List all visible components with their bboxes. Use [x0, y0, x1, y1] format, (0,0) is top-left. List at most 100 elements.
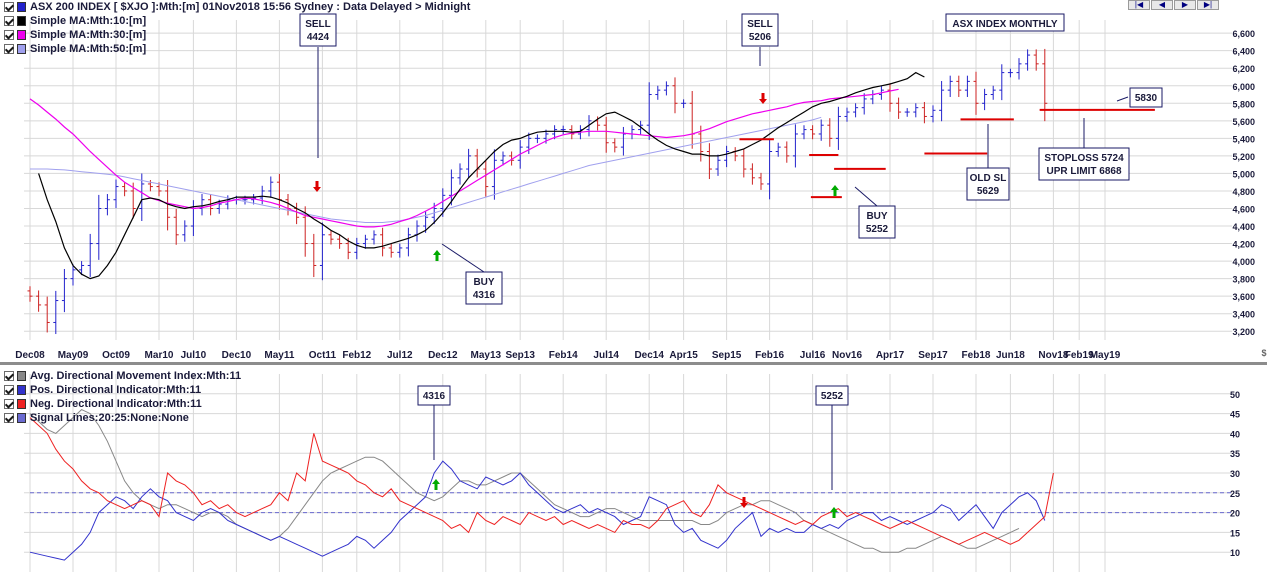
legend-checkbox[interactable]	[4, 399, 14, 409]
ohlc-bar	[775, 142, 781, 157]
chart-title: ASX INDEX MONTHLY	[945, 13, 1065, 32]
ohlc-bar	[87, 233, 93, 278]
callout-text: SELL	[747, 19, 773, 30]
ohlc-bar	[741, 148, 747, 178]
legend-checkbox[interactable]	[4, 2, 14, 12]
sell-callout-4424: SELL 4424	[299, 13, 337, 158]
callout-box	[1038, 147, 1130, 181]
x-tick-label: Sep15	[712, 350, 742, 361]
price-y-tick-label: 6,200	[1232, 64, 1255, 74]
ohlc-bar	[646, 82, 652, 140]
ohlc-bar	[603, 116, 609, 153]
indicator-y-tick-label: 35	[1230, 449, 1240, 459]
x-tick-label: Jul14	[593, 350, 619, 361]
ma30-series-line	[29, 88, 899, 228]
legend-ma50[interactable]: Simple MA:Mth:50:[m]	[4, 42, 470, 56]
legend-checkbox[interactable]	[4, 16, 14, 26]
legend-checkbox[interactable]	[4, 385, 14, 395]
callout-box	[1129, 87, 1163, 108]
prev-page-button[interactable]: ◀	[1151, 0, 1173, 10]
x-tick-label: Feb14	[549, 350, 578, 361]
price-y-tick-label: 5,200	[1232, 152, 1255, 162]
x-tick-label: Nov16	[832, 350, 862, 361]
next-page-button[interactable]: ▶	[1174, 0, 1196, 10]
legend-checkbox[interactable]	[4, 30, 14, 40]
ohlc-bar	[61, 268, 67, 313]
ohlc-bar	[1016, 58, 1022, 80]
ohlc-bar	[921, 101, 927, 124]
sell-arrow-down-icon	[313, 181, 321, 192]
callout-text: OLD SL	[970, 173, 1007, 184]
ohlc-bar	[956, 75, 962, 97]
legend-signal[interactable]: Signal Lines:20:25:None:None	[4, 411, 241, 425]
x-tick-label: Dec10	[222, 350, 252, 361]
legend-checkbox[interactable]	[4, 371, 14, 381]
ohlc-bar	[655, 85, 661, 100]
sell-arrow-down-icon	[740, 497, 748, 508]
ohlc-bar	[767, 138, 773, 200]
ohlc-bar	[491, 149, 497, 200]
legend-pdi[interactable]: Pos. Directional Indicator:Mth:11	[4, 383, 241, 397]
first-page-button[interactable]: |◀	[1128, 0, 1150, 10]
ohlc-bar	[732, 147, 738, 162]
x-tick-label: Jul16	[800, 350, 826, 361]
indicator-y-tick-label: 10	[1230, 548, 1240, 558]
legend-price[interactable]: ASX 200 INDEX [ $XJO ]:Mth:[m] 01Nov2018…	[4, 0, 470, 14]
last-page-button[interactable]: ▶|	[1197, 0, 1219, 10]
legend-ma30-label: Simple MA:Mth:30:[m]	[30, 29, 147, 41]
callout-box	[858, 205, 896, 239]
callout-text: 5830	[1135, 93, 1158, 104]
ohlc-bar	[758, 172, 764, 190]
x-tick-label: Jul12	[387, 350, 413, 361]
ohlc-bars	[27, 48, 1048, 335]
indicator-y-tick-label: 15	[1230, 528, 1240, 538]
ohlc-bar	[165, 180, 171, 231]
x-tick-label: Nov18	[1038, 350, 1068, 361]
ohlc-bar	[371, 230, 377, 245]
x-tick-label: Feb19	[1065, 350, 1094, 361]
ohlc-bar	[792, 124, 798, 168]
ohlc-bar	[784, 141, 790, 163]
ohlc-bar	[311, 233, 317, 278]
price-y-tick-label: 5,000	[1232, 169, 1255, 179]
ohlc-bar	[104, 194, 110, 216]
price-y-tick-label: 3,600	[1232, 292, 1255, 302]
callout-box	[966, 167, 1010, 201]
ohlc-bar	[1025, 49, 1031, 71]
x-tick-label: Sep17	[918, 350, 948, 361]
legend-pdi-label: Pos. Directional Indicator:Mth:11	[30, 384, 202, 396]
legend-ndi[interactable]: Neg. Directional Indicator:Mth:11	[4, 397, 241, 411]
ohlc-bar	[294, 202, 300, 225]
price-y-tick-label: 5,800	[1232, 99, 1255, 109]
legend-adx[interactable]: Avg. Directional Movement Index:Mth:11	[4, 369, 241, 383]
indicator-callout-4316: 4316	[417, 385, 451, 460]
callout-leader	[441, 243, 485, 273]
legend-swatch	[17, 413, 26, 423]
ohlc-bar	[612, 138, 618, 153]
price-levels	[739, 108, 1155, 199]
ohlc-bar	[638, 120, 644, 135]
indicator-arrows	[432, 479, 838, 518]
legend-ma30[interactable]: Simple MA:Mth:30:[m]	[4, 28, 470, 42]
ohlc-bar	[139, 173, 145, 222]
callout-text: 5252	[821, 391, 844, 402]
legend-ma10[interactable]: Simple MA:Mth:10:[m]	[4, 14, 470, 28]
ohlc-bar	[36, 290, 42, 312]
ohlc-bar	[44, 296, 50, 333]
indicator-y-tick-label: 20	[1230, 509, 1240, 519]
ohlc-bar	[1033, 49, 1039, 71]
ohlc-bar	[509, 151, 515, 166]
last-page-icon: ▶|	[1203, 0, 1213, 9]
ndi-series-line	[29, 417, 1054, 545]
ohlc-bar	[749, 163, 755, 185]
ohlc-bar	[689, 91, 695, 149]
legend-checkbox[interactable]	[4, 413, 14, 423]
callout-text: 4424	[307, 32, 330, 43]
indicator-y-axis: 10 15 20 25 30 35 40 45 50	[1230, 390, 1240, 558]
sell-callout-5206: SELL 5206	[741, 13, 779, 66]
buy-arrow-up-icon	[432, 479, 440, 490]
callout-text: BUY	[866, 211, 887, 222]
legend-checkbox[interactable]	[4, 44, 14, 54]
indicator-y-tick-label: 50	[1230, 390, 1240, 400]
x-tick-label: Dec14	[634, 350, 664, 361]
